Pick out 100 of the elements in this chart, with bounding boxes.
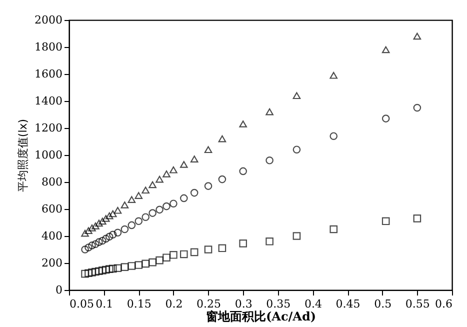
point [382,217,390,226]
point [382,114,390,122]
point [148,209,156,217]
point [95,238,103,246]
point [266,156,274,164]
point [413,104,422,112]
point [128,262,136,270]
point [108,230,117,239]
point [81,270,89,278]
point [98,236,106,245]
point [190,248,198,256]
x-tick-label: 0.25 [196,298,222,310]
point [180,250,188,258]
point [190,156,198,163]
point [218,135,226,142]
point [105,212,114,220]
point [142,186,150,194]
point [95,267,103,276]
x-tick-label: 0.6 [435,298,452,310]
point [292,146,301,154]
point [95,220,103,227]
x-tick-label: 0.15 [126,298,152,310]
point [156,176,164,183]
point [120,201,129,208]
point [84,227,92,234]
point [148,181,156,188]
point [88,242,96,250]
point [162,202,170,210]
point [204,246,212,254]
point [292,232,301,240]
x-tick-label: 0.05 [70,298,94,310]
point [239,167,247,176]
point [266,108,274,116]
point [108,210,117,218]
point [204,182,212,190]
y-tick-label: 0 [56,284,62,296]
point [84,269,92,278]
point [92,240,100,248]
x-axis-title: 窗地面积比(Ac/Ad) [206,310,316,324]
point [218,175,226,184]
point [156,256,164,264]
x-tick-label: 0.4 [304,298,322,310]
point [239,120,247,128]
point [108,264,117,273]
x-tick-label: 0.2 [165,298,183,310]
point [114,228,122,237]
point [204,146,212,154]
point [134,261,143,269]
point [266,237,274,246]
y-tick-label: 1400 [34,94,62,108]
point [170,250,178,259]
point [120,225,129,234]
point [190,188,198,197]
point [98,266,106,274]
point [88,224,96,232]
point [170,200,178,208]
x-tick-label: 0.3 [234,298,252,310]
point [92,268,100,276]
point [102,266,110,274]
point [218,244,226,252]
point [142,260,150,268]
point [330,72,338,79]
point [114,264,122,272]
point [292,92,301,100]
point [105,265,114,273]
point [134,217,143,226]
point [170,166,178,174]
y-tick-label: 1600 [34,68,62,80]
point [413,214,422,222]
x-tick-label: 0.45 [336,298,360,310]
y-axis-title: 平均照度值(lx) [16,118,30,192]
point [102,234,110,243]
point [114,206,122,214]
y-tick-label: 2000 [34,14,62,26]
point [162,170,170,178]
x-tick-label: 0.35 [266,298,291,310]
point [102,214,110,222]
y-tick-label: 200 [42,256,62,270]
y-tick-label: 600 [42,202,62,216]
x-tick-label: 0.5 [374,298,392,310]
point [81,246,89,254]
point [88,268,96,276]
point [330,225,338,234]
y-tick-label: 1200 [34,122,62,134]
y-tick-label: 1000 [34,148,62,162]
point [81,230,89,237]
point [162,254,170,262]
point [92,222,100,230]
x-tick-label: 0.55 [405,298,430,310]
point [239,240,247,248]
y-tick-label: 800 [42,176,62,188]
point [120,263,129,271]
point [128,196,136,204]
point [148,258,156,266]
point [84,244,92,252]
y-tick-label: 1800 [34,40,62,54]
point [330,132,338,140]
x-tick-label: 0.1 [96,298,114,310]
point [156,206,164,214]
point [105,232,114,241]
